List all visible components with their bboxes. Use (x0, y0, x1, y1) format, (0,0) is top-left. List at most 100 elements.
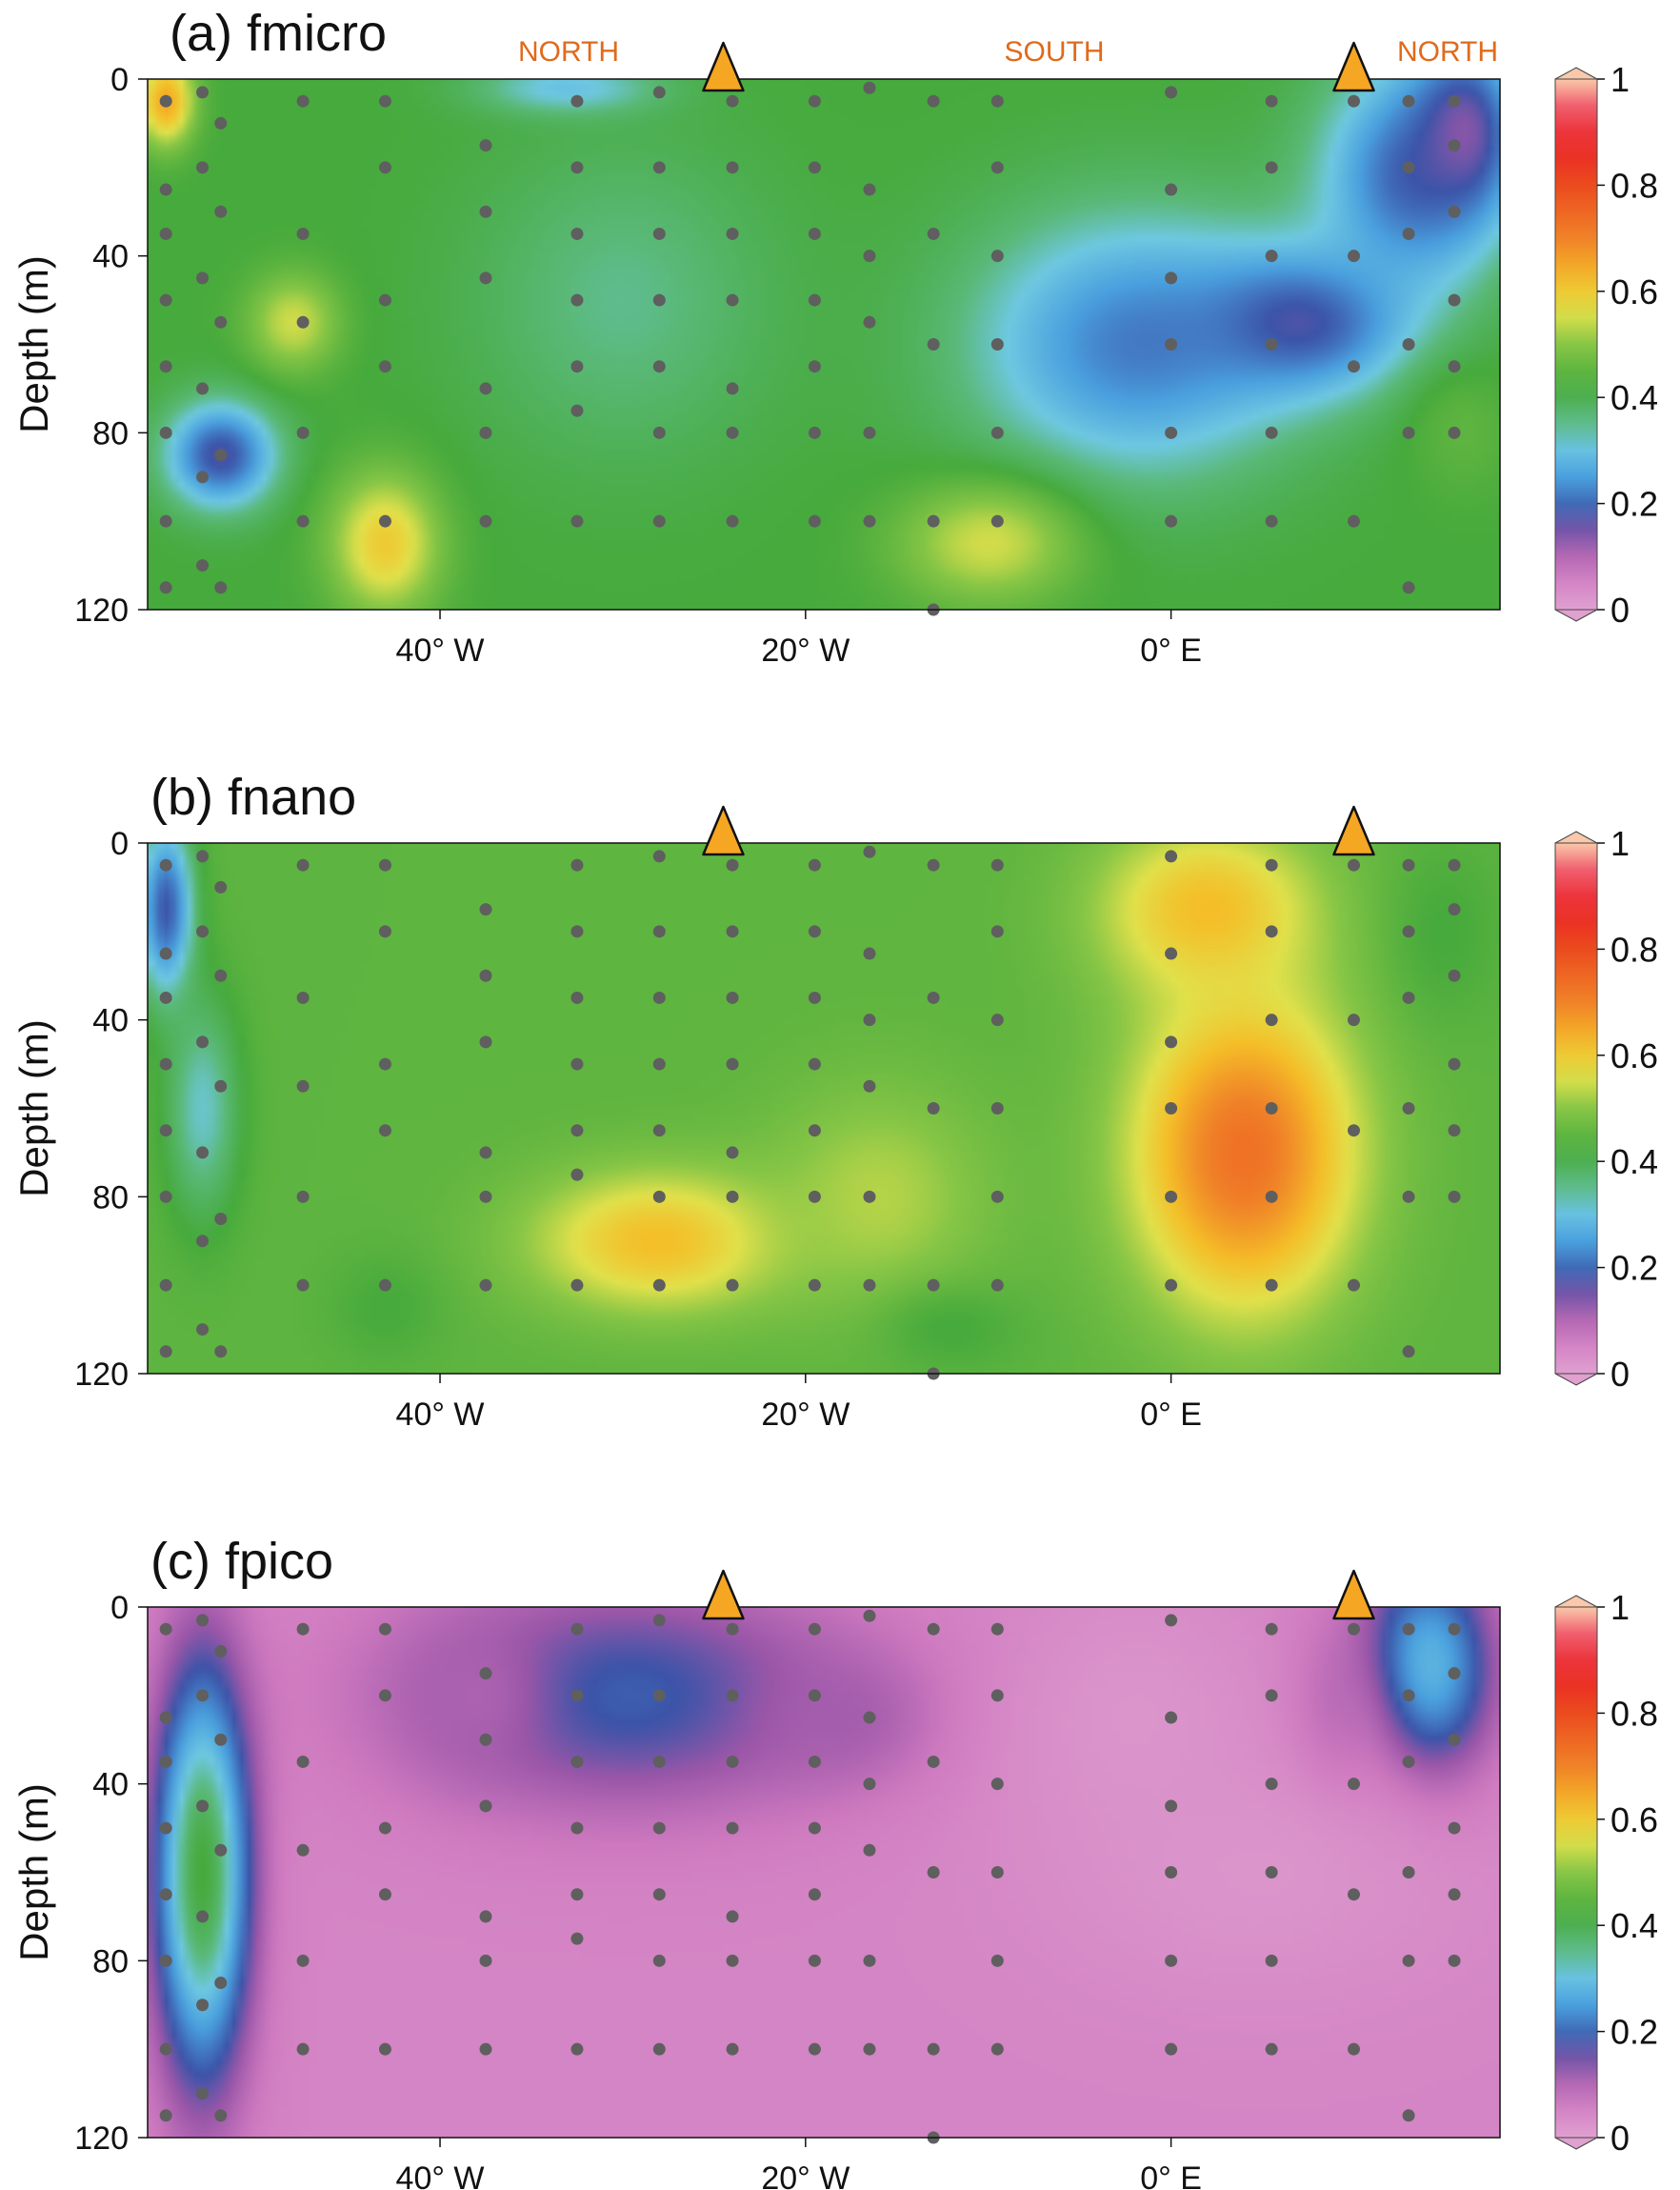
triangle-marker (702, 41, 745, 92)
station-point (808, 1954, 821, 1967)
station-point (927, 991, 940, 1004)
station-point (863, 1711, 876, 1724)
triangle-marker (702, 805, 745, 856)
station-point (378, 293, 391, 307)
station-point (479, 903, 492, 916)
station-point (990, 1866, 1004, 1879)
station-point (1265, 94, 1278, 108)
colorbar-tick-label: 1 (1610, 60, 1630, 99)
station-point (1265, 1622, 1278, 1636)
colorbar-tick-label: 0.8 (1610, 166, 1658, 205)
y-tick-label: 0 (110, 1590, 129, 1626)
station-point (927, 858, 940, 872)
station-point (378, 858, 391, 872)
station-point (808, 293, 821, 307)
colorbar-top-cap (1554, 1595, 1598, 1608)
station-point (927, 1278, 940, 1292)
station-point (808, 514, 821, 528)
x-tick-label: 20° W (761, 2160, 850, 2190)
station-point (1165, 1190, 1178, 1203)
station-point (479, 1910, 492, 1923)
station-point (808, 2042, 821, 2056)
station-point (570, 227, 584, 240)
station-point (296, 227, 310, 240)
station-point (296, 2042, 310, 2056)
station-point (159, 1190, 172, 1203)
station-point (570, 1932, 584, 1945)
station-point (570, 1755, 584, 1768)
colorbar-tick-label: 0.2 (1610, 1249, 1658, 1288)
station-point (214, 205, 228, 218)
station-point (1165, 1102, 1178, 1115)
station-point (570, 991, 584, 1004)
direction-label: NORTH (518, 36, 619, 68)
station-point (990, 426, 1004, 439)
station-point (990, 1102, 1004, 1115)
station-point (652, 293, 666, 307)
station-point (570, 514, 584, 528)
station-point (863, 1778, 876, 1791)
station-point (652, 514, 666, 528)
station-point (990, 94, 1004, 108)
station-point (479, 2042, 492, 2056)
station-point (990, 1778, 1004, 1791)
station-point (296, 858, 310, 872)
station-point (808, 1821, 821, 1835)
station-point (1448, 426, 1461, 439)
station-point (159, 1124, 172, 1137)
station-point (726, 382, 739, 395)
station-point (296, 1843, 310, 1857)
station-point (378, 1689, 391, 1702)
station-point (1347, 1124, 1360, 1137)
station-point (1265, 426, 1278, 439)
station-point (1347, 94, 1360, 108)
station-point (726, 1057, 739, 1071)
station-point (159, 1345, 172, 1358)
station-point (1402, 1866, 1415, 1879)
y-axis-label: Depth (m) (11, 1783, 56, 1961)
station-point (1265, 2042, 1278, 2056)
station-point (570, 925, 584, 938)
station-point (652, 1954, 666, 1967)
station-point (927, 1866, 940, 1879)
station-point (808, 925, 821, 938)
station-point (652, 161, 666, 174)
station-point (1402, 1755, 1415, 1768)
station-point (159, 858, 172, 872)
station-point (726, 1954, 739, 1967)
station-point (927, 94, 940, 108)
station-point (1347, 1622, 1360, 1636)
station-point (214, 1345, 228, 1358)
station-point (570, 94, 584, 108)
station-point (652, 227, 666, 240)
station-point (378, 925, 391, 938)
station-point (196, 1235, 210, 1248)
station-point (927, 1755, 940, 1768)
station-point (726, 514, 739, 528)
station-point (196, 382, 210, 395)
plot-frame (147, 1606, 1501, 2139)
station-point (1265, 1014, 1278, 1027)
station-point (1347, 1888, 1360, 1901)
station-point (1402, 94, 1415, 108)
station-point (863, 250, 876, 263)
station-point (863, 845, 876, 858)
station-point (1347, 360, 1360, 373)
colorbar-tick-label: 0.2 (1610, 485, 1658, 524)
station-point (863, 947, 876, 960)
station-point (196, 271, 210, 285)
colorbar-tick-label: 0.2 (1610, 2013, 1658, 2052)
station-point (990, 1954, 1004, 1967)
station-point (1402, 161, 1415, 174)
station-point (1448, 94, 1461, 108)
station-point (1347, 1014, 1360, 1027)
station-point (479, 969, 492, 982)
station-point (1448, 1622, 1461, 1636)
station-point (159, 426, 172, 439)
station-point (652, 360, 666, 373)
station-point (196, 1689, 210, 1702)
station-point (1402, 1954, 1415, 1967)
station-point (808, 426, 821, 439)
x-tick-label: 40° W (396, 1396, 485, 1433)
plot-frame (147, 78, 1501, 611)
